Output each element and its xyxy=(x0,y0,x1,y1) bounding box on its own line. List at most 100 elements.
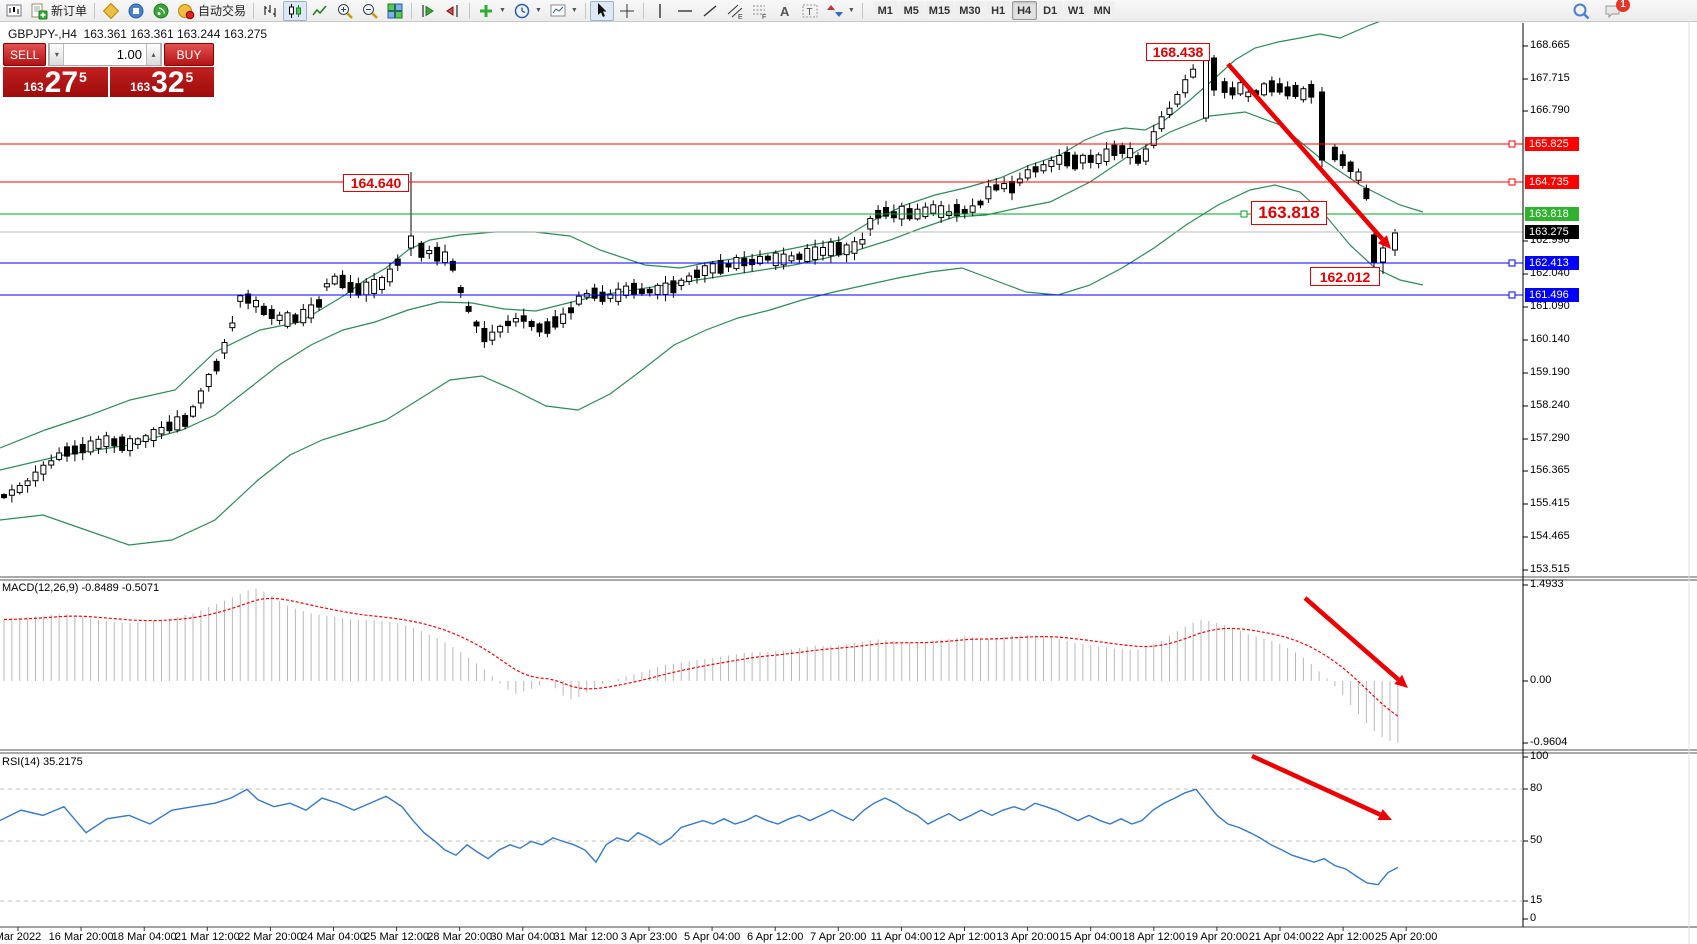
notifications-button[interactable]: 1 xyxy=(1601,0,1630,21)
price-axis-label: 168.665 xyxy=(1530,39,1570,51)
zoom-out-button[interactable] xyxy=(358,1,382,21)
time-axis-label: 28 Mar 20:00 xyxy=(427,931,493,943)
new-order-icon xyxy=(31,3,48,19)
timeframe-w1-button[interactable]: W1 xyxy=(1063,1,1089,20)
caret-down-icon: ▼ xyxy=(847,7,855,14)
timeframe-mn-button[interactable]: MN xyxy=(1089,1,1115,20)
one-click-trade-panel: SELL ▾ ▴ BUY 163 27 5 163 32 5 xyxy=(3,43,214,99)
timeframe-d1-button[interactable]: D1 xyxy=(1037,1,1063,20)
market-icon xyxy=(128,3,144,18)
price-annotation[interactable]: 162.012 xyxy=(1310,267,1380,286)
metaeditor-icon xyxy=(102,2,120,19)
fibonacci-icon: F xyxy=(752,5,766,20)
time-axis-label: 25 Mar 12:00 xyxy=(364,931,430,943)
arrows-button[interactable]: ▼ xyxy=(823,1,858,21)
sell-price-prefix: 163 xyxy=(23,80,44,94)
time-axis-label: 18 Apr 12:00 xyxy=(1122,931,1185,943)
search-icon xyxy=(1573,3,1590,19)
timeframe-m30-button[interactable]: M30 xyxy=(955,1,985,20)
line-chart-button[interactable] xyxy=(308,1,332,21)
price-tag: 165.825 xyxy=(1525,137,1579,151)
fibonacci-button[interactable]: F xyxy=(748,1,772,21)
bar-chart-icon xyxy=(264,4,276,17)
price-axis-label: 153.515 xyxy=(1530,563,1570,575)
svg-text:E: E xyxy=(738,14,743,20)
toolbar-separator xyxy=(642,2,644,19)
price-annotation[interactable]: 164.640 xyxy=(343,174,409,192)
rsi-axis-label: 15 xyxy=(1530,894,1543,906)
zoom-in-icon xyxy=(338,3,353,19)
equidistant-channel-icon: E xyxy=(727,4,743,20)
trendline-icon xyxy=(703,4,717,17)
price-axis-label: 157.290 xyxy=(1530,432,1570,444)
toolbar-separator xyxy=(861,2,863,19)
bar-chart-button[interactable] xyxy=(258,1,282,21)
time-axis-label: 15 Apr 04:00 xyxy=(1059,931,1122,943)
timeframe-m15-button[interactable]: M15 xyxy=(924,1,955,20)
price-annotation[interactable]: 163.818 xyxy=(1251,201,1327,225)
sell-price-display[interactable]: 163 27 5 xyxy=(3,66,108,99)
timeframe-h4-button[interactable]: H4 xyxy=(1011,1,1037,20)
toolbar-separator xyxy=(94,2,96,19)
autotrading-button[interactable]: 自动交易 xyxy=(174,1,249,21)
buy-button[interactable]: BUY xyxy=(164,43,214,66)
auto-scroll-icon xyxy=(422,4,434,17)
horizontal-line-button[interactable] xyxy=(673,1,697,21)
cursor-icon xyxy=(597,2,607,17)
price-tag: 164.735 xyxy=(1525,175,1579,189)
vertical-line-button[interactable] xyxy=(648,1,672,21)
text-button[interactable]: A xyxy=(773,1,797,21)
zoom-in-button[interactable] xyxy=(333,1,357,21)
time-axis-label: 22 Apr 12:00 xyxy=(1311,931,1375,943)
price-axis-label: 167.715 xyxy=(1530,72,1570,84)
text-label-button[interactable]: T xyxy=(798,1,822,21)
volume-increase-button[interactable]: ▴ xyxy=(146,44,161,65)
indicators-button[interactable]: ▼ xyxy=(474,1,509,21)
equidistant-channel-button[interactable]: E xyxy=(723,1,747,21)
time-axis-label: 30 Mar 04:00 xyxy=(490,931,556,943)
time-axis-label: 21 Apr 04:00 xyxy=(1248,931,1312,943)
market-button[interactable] xyxy=(124,1,148,21)
buy-price-prefix: 163 xyxy=(130,80,151,94)
time-axis-label: 3 Apr 23:00 xyxy=(620,931,678,943)
rsi-axis-label: 100 xyxy=(1530,750,1549,762)
buy-price-display[interactable]: 163 32 5 xyxy=(109,67,214,98)
templates-button[interactable]: ▼ xyxy=(546,1,581,21)
toolbar-separator xyxy=(469,2,471,19)
volume-input[interactable] xyxy=(64,44,146,65)
sell-price-sup: 5 xyxy=(79,69,87,85)
cursor-button[interactable] xyxy=(589,0,614,21)
caret-down-icon: ▼ xyxy=(570,7,578,14)
macd-label: MACD(12,26,9) -0.8489 -0.5071 xyxy=(2,582,160,594)
tile-windows-button[interactable] xyxy=(383,1,407,21)
autotrading-label: 自动交易 xyxy=(198,4,247,18)
toolbar-separator xyxy=(411,2,413,19)
trendline-button[interactable] xyxy=(698,1,722,21)
chart-window-button[interactable] xyxy=(2,1,26,21)
time-axis-label: 22 Mar 20:00 xyxy=(237,931,303,943)
metaeditor-button[interactable] xyxy=(99,1,123,21)
sell-button[interactable]: SELL xyxy=(3,43,47,66)
chart-title: GBPJPY-,H4 163.361 163.361 163.244 163.2… xyxy=(8,27,268,41)
periods-button[interactable]: ▼ xyxy=(510,1,545,21)
timeframe-m1-button[interactable]: M1 xyxy=(872,1,898,20)
macd-axis-label: 0.00 xyxy=(1530,674,1552,686)
volume-stepper: ▾ ▴ xyxy=(48,43,162,66)
auto-scroll-button[interactable] xyxy=(416,1,440,21)
price-tag: 161.496 xyxy=(1525,288,1579,302)
timeframe-h1-button[interactable]: H1 xyxy=(985,1,1011,20)
templates-icon xyxy=(550,4,566,16)
svg-text:A: A xyxy=(780,4,790,19)
signals-button[interactable] xyxy=(149,1,173,21)
search-button[interactable] xyxy=(1569,1,1593,21)
time-axis-label: 19 Apr 20:00 xyxy=(1185,931,1249,943)
chart-shift-button[interactable] xyxy=(441,1,465,21)
crosshair-button[interactable] xyxy=(615,1,639,21)
timeframe-m5-button[interactable]: M5 xyxy=(898,1,924,20)
price-annotation[interactable]: 168.438 xyxy=(1146,43,1210,61)
new-order-button[interactable]: 新订单 xyxy=(27,1,90,21)
volume-decrease-button[interactable]: ▾ xyxy=(49,44,65,65)
sell-price-big: 27 xyxy=(44,66,79,99)
candles-button[interactable] xyxy=(283,0,308,21)
